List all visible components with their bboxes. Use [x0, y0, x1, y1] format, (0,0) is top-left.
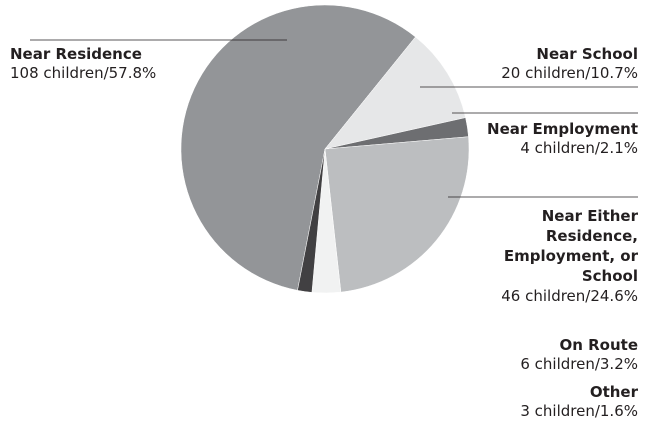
- pie-slice-near-residence: [180, 4, 416, 291]
- label-near-employment-value: 4 children/2.1%: [520, 139, 638, 157]
- label-other-name: Other: [589, 383, 638, 401]
- label-other-value: 3 children/1.6%: [520, 402, 638, 420]
- label-near-residence-name: Near Residence: [10, 45, 142, 63]
- label-near-school-value: 20 children/10.7%: [501, 64, 638, 82]
- label-near-employment-name: Near Employment: [487, 120, 638, 138]
- label-near-residence: Near Residence 108 children/57.8%: [10, 45, 156, 83]
- pie-slice-other: [297, 148, 326, 293]
- label-other: Other 3 children/1.6%: [520, 383, 638, 421]
- label-near-school-name: Near School: [536, 45, 638, 63]
- label-near-school: Near School 20 children/10.7%: [501, 45, 638, 83]
- label-on-route-value: 6 children/3.2%: [520, 355, 638, 373]
- pie-slice-near-either: [324, 136, 470, 293]
- label-near-residence-value: 108 children/57.8%: [10, 64, 157, 82]
- label-on-route: On Route 6 children/3.2%: [520, 336, 638, 374]
- label-near-employment: Near Employment 4 children/2.1%: [487, 120, 638, 158]
- label-on-route-name: On Route: [559, 336, 638, 354]
- pie-slice-near-school: [324, 36, 466, 150]
- label-near-either-value: 46 children/24.6%: [501, 287, 638, 305]
- label-near-either-name: Near Either Residence, Employment, or Sc…: [503, 207, 638, 285]
- label-near-either: Near Either Residence, Employment, or Sc…: [498, 206, 638, 306]
